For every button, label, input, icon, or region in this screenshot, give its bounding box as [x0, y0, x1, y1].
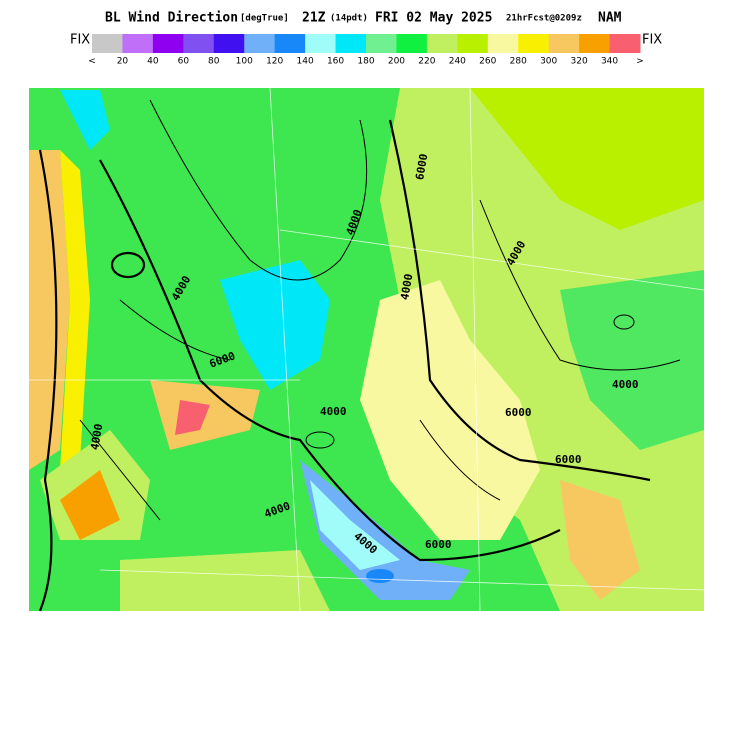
colorbar-label: 220 — [418, 57, 435, 67]
region — [29, 150, 70, 470]
region — [366, 569, 394, 583]
colorbar-label: 40 — [147, 57, 159, 67]
forecast: 21hrFcst@0209z — [506, 14, 582, 24]
region — [300, 460, 470, 600]
region — [60, 470, 120, 540]
colorbar-label: > — [636, 57, 644, 67]
colorbar-label: 340 — [601, 57, 618, 67]
colorbar-swatch — [244, 34, 276, 53]
contour-label: 6000 — [425, 538, 452, 551]
colorbar-swatch — [305, 34, 337, 53]
region — [60, 150, 90, 470]
colorbar-swatch — [183, 34, 215, 53]
contour — [79, 299, 501, 521]
contour — [613, 314, 635, 330]
title-text: BL Wind Direction — [105, 11, 238, 26]
colorbar-swatch — [548, 34, 580, 53]
colorbar-swatch — [122, 34, 154, 53]
region — [560, 270, 704, 450]
title: BL Wind Direction [degTrue] 21Z (14pdt) … — [105, 11, 622, 26]
colorbar-label: 180 — [357, 57, 374, 67]
date: FRI 02 May 2025 — [375, 11, 492, 26]
contour-label: 6000 — [505, 406, 532, 419]
contour — [99, 159, 561, 562]
contour — [479, 199, 681, 371]
colorbar-swatch — [274, 34, 306, 53]
colorbar-label: 280 — [510, 57, 527, 67]
model: NAM — [598, 11, 622, 26]
contour-label: 6000 — [413, 153, 430, 181]
region — [175, 400, 210, 435]
colorbar-label: 260 — [479, 57, 496, 67]
contour — [305, 431, 335, 449]
region — [560, 480, 640, 600]
colorbar-swatch — [426, 34, 458, 53]
colorbar-label: 300 — [540, 57, 557, 67]
colorbar-swatch — [518, 34, 550, 53]
region — [120, 550, 330, 611]
colorbar-label: 20 — [117, 57, 129, 67]
colorbar-swatch — [396, 34, 428, 53]
colorbar-swatch — [579, 34, 611, 53]
contour — [388, 119, 651, 482]
colorbar-label: 120 — [266, 57, 283, 67]
contour-label: 4000 — [612, 378, 639, 391]
colorbar-label: 200 — [388, 57, 405, 67]
region — [360, 280, 540, 540]
colorbar-right-label: FIX — [642, 33, 662, 48]
units: [degTrue] — [240, 14, 289, 24]
time: 21Z — [302, 11, 326, 26]
colorbar-label: 100 — [236, 57, 253, 67]
region — [220, 260, 330, 390]
contour-label: 4000 — [320, 405, 347, 418]
colorbar-label: 80 — [208, 57, 220, 67]
local-time: (14pdt) — [330, 14, 368, 24]
colorbar-swatch — [92, 34, 123, 53]
colorbar-label: 60 — [178, 57, 190, 67]
border — [29, 88, 704, 611]
colorbar-label: 140 — [297, 57, 314, 67]
colorbar: FIX FIX <20 40 60 80 100 120 140 160 180 200 220 24… — [70, 33, 662, 67]
colorbar-swatch — [213, 34, 245, 53]
colorbar-swatch — [335, 34, 367, 53]
colorbar-left-label: FIX — [70, 33, 90, 48]
colorbar-swatch — [457, 34, 489, 53]
contour — [110, 251, 146, 279]
colorbar-swatch — [366, 34, 397, 53]
region — [310, 480, 400, 570]
contour-label: 6000 — [555, 453, 582, 466]
contour — [149, 99, 368, 281]
colorbar-label: 320 — [571, 57, 588, 67]
contour-label: 4000 — [398, 273, 415, 301]
map: 4000 4000 6000 6000 4000 4000 4000 4000 … — [29, 88, 704, 611]
colorbar-swatch — [152, 34, 184, 53]
colorbar-swatch — [487, 34, 519, 53]
region — [470, 88, 704, 230]
contour-label: 4000 — [88, 423, 105, 451]
colorbar-swatch — [609, 34, 641, 53]
colorbar-label: 160 — [327, 57, 344, 67]
colorbar-label: < — [88, 57, 96, 67]
region — [60, 90, 110, 150]
contour — [38, 149, 58, 611]
colorbar-label: 240 — [449, 57, 466, 67]
